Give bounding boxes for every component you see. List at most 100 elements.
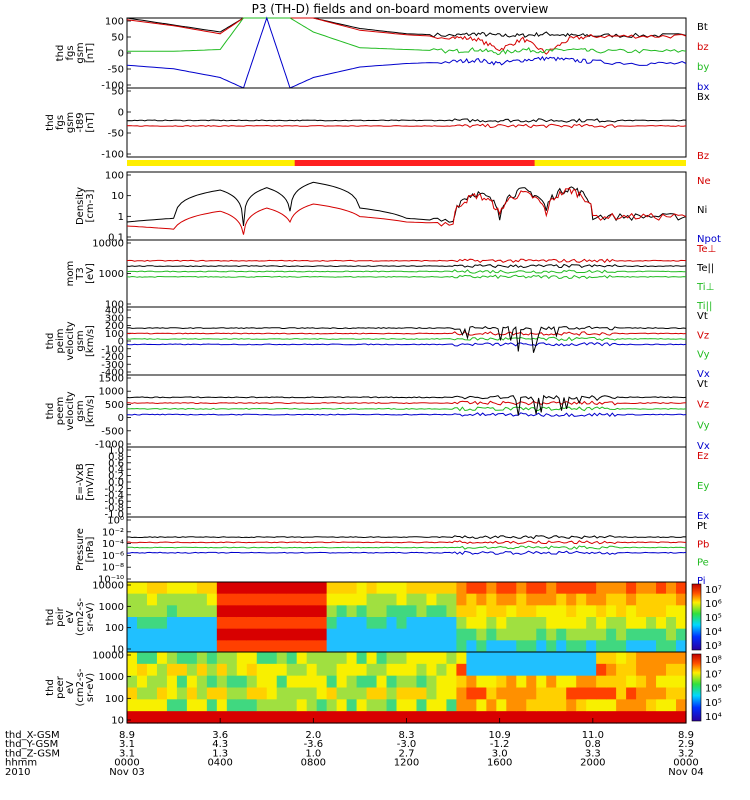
spectrogram-cell [436, 711, 448, 724]
spectrogram-cell [426, 711, 438, 724]
spectrogram-cell [306, 699, 318, 712]
spectrogram-cell [326, 617, 338, 630]
spectrogram-cell [206, 582, 218, 595]
spectrogram-cell [406, 640, 418, 653]
series-line-Te⊥ [126, 258, 687, 264]
spectrogram-cell [266, 652, 278, 665]
spectrogram-cell [636, 699, 647, 712]
y-tick-label: -50 [108, 65, 124, 76]
spectrogram-cell [366, 593, 378, 606]
y-axis-label: [km/s] [85, 395, 96, 427]
spectrogram-cell [616, 617, 627, 630]
panel-frame [126, 446, 687, 518]
panel-fgs: 100 50 0 -50 -100 thd fgs gsm [nT] Bt bz by bx [55, 16, 709, 93]
y-axis-label: velocity [65, 391, 76, 430]
spectrogram-cell [316, 640, 328, 653]
footer: thd_X-GSM 8.9 3.6 2.0 8.3 10.9 11.0 8.9 thd_Y-GS… [5, 718, 704, 778]
spectrogram-cell [286, 652, 298, 665]
legend-entry: Npot [697, 234, 721, 245]
series-line-Pe [127, 545, 687, 550]
spectrogram-cell [546, 582, 557, 595]
spectrogram-cell [216, 640, 228, 653]
spectrogram-cell [596, 640, 607, 653]
footer-value: Nov 04 [668, 767, 703, 778]
spectrogram-cell [426, 582, 438, 595]
spectrogram-cell [196, 687, 208, 700]
y-axis-label: T3 [75, 267, 86, 280]
spectrogram-cell [186, 675, 198, 689]
spectrogram-cell [586, 640, 597, 653]
spectrogram-cell [326, 593, 338, 606]
spectrogram-cell [676, 663, 687, 677]
spectrogram-cell [676, 640, 687, 653]
spectrogram-cell [266, 640, 278, 653]
spectrogram-cell [486, 711, 497, 724]
y-axis-label: gsm [75, 42, 86, 63]
spectrogram-cell [516, 605, 527, 618]
spectrogram-cell [306, 605, 318, 618]
spectrogram-cell [386, 711, 398, 724]
spectrogram-cell [586, 699, 597, 712]
spectrogram-cell [236, 593, 248, 606]
spectrogram-cell [176, 652, 188, 665]
spectrogram-cell [266, 593, 278, 606]
spectrogram-cell [516, 640, 527, 653]
panel-temp: 10000 1000 100 mom T3 [eV] Te⊥ Te|| Ti⊥ Ti|| [65, 239, 716, 313]
spectrogram-cell [656, 593, 667, 606]
spectrogram-cell [127, 628, 138, 641]
spectrogram-cell [506, 675, 517, 689]
spectrogram-cell [616, 675, 627, 689]
spectrogram-cell [546, 675, 557, 689]
spectrogram-cell [436, 617, 448, 630]
footer-value: 2.9 [678, 739, 694, 750]
spectrogram-cell [356, 663, 368, 677]
spectrogram-cell [346, 711, 358, 724]
spectrogram-cell [616, 582, 627, 595]
spectrogram-cell [366, 628, 378, 641]
spectrogram-cell [326, 652, 338, 665]
spectrogram-cell [546, 652, 557, 665]
spectrogram-cell [516, 652, 527, 665]
spectrogram-cell [127, 593, 138, 606]
spectrogram-cell [326, 711, 338, 724]
spectrogram-cell [236, 640, 248, 653]
spectrogram-cell [656, 617, 667, 630]
spectrogram-cell [376, 617, 388, 630]
spectrogram-cell [186, 711, 198, 724]
spectrogram-cell [526, 675, 537, 689]
spectrogram-cell [436, 687, 448, 700]
spectrogram-cell [476, 652, 487, 665]
spectrogram-cell [636, 605, 647, 618]
spectrogram-cell [376, 652, 388, 665]
y-tick-label: 100 [105, 300, 124, 311]
spectrogram-cell [356, 652, 368, 665]
footer-value: 2.7 [399, 748, 415, 759]
spectrogram-cell [466, 652, 477, 665]
spectrogram-cell [516, 628, 527, 641]
spectrogram-cell [266, 605, 278, 618]
spectrogram-cell [596, 687, 607, 700]
y-axis-label: (cm2-s- [75, 598, 86, 636]
spectrogram-cell [616, 652, 627, 665]
spectrogram-cell [356, 640, 368, 653]
spectrogram-cell [356, 687, 368, 700]
footer-value: 3.0 [492, 748, 508, 759]
spectrogram-cell [596, 663, 607, 677]
spectrogram-cell [336, 652, 348, 665]
spectrogram-cell [476, 582, 487, 595]
spectrogram-cell [356, 628, 368, 641]
spectrogram-cell [166, 593, 178, 606]
spectrogram-cell [386, 617, 398, 630]
spectrogram-cell [366, 605, 378, 618]
y-tick-label: -100 [101, 344, 124, 355]
y-tick-label: 500 [105, 400, 124, 411]
spectrogram-cell [556, 675, 567, 689]
spectrogram-cell [396, 628, 408, 641]
spectrogram-cell [536, 605, 547, 618]
y-axis-label: eV [65, 681, 76, 694]
spectrogram-cell [166, 675, 178, 689]
spectrogram-cell [196, 593, 208, 606]
series-line-Pi [127, 550, 687, 556]
